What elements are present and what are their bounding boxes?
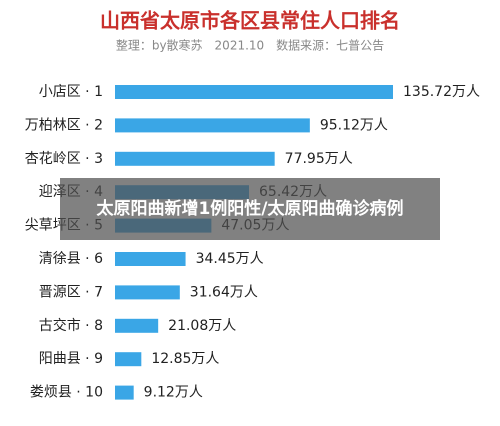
value-label: 135.72万人 <box>403 84 480 100</box>
bar <box>115 118 310 133</box>
bar <box>115 85 393 99</box>
news-banner: 太原阳曲新增1例阳性/太原阳曲确诊病例 <box>60 178 440 240</box>
bar <box>115 252 186 266</box>
banner-text: 太原阳曲新增1例阳性/太原阳曲确诊病例 <box>96 199 404 219</box>
bar <box>115 151 275 166</box>
value-label: 34.45万人 <box>196 251 264 267</box>
bar <box>115 352 142 367</box>
value-label: 21.08万人 <box>168 318 236 334</box>
chart-subtitle: 整理：by散寒苏 2021.10 数据来源：七普公告 <box>116 38 384 53</box>
value-label: 31.64万人 <box>190 284 258 300</box>
bar <box>115 385 134 400</box>
category-label: 万柏林区 · 2 <box>25 117 103 133</box>
value-label: 95.12万人 <box>320 117 388 133</box>
category-label: 清徐县 · 6 <box>39 251 103 267</box>
value-label: 12.85万人 <box>151 351 219 367</box>
value-label: 9.12万人 <box>144 385 203 401</box>
category-label: 晋源区 · 7 <box>39 284 103 300</box>
category-label: 娄烦县 · 10 <box>30 385 103 401</box>
chart-title: 山西省太原市各区县常住人口排名 <box>100 9 400 33</box>
category-label: 古交市 · 8 <box>39 317 103 334</box>
bar <box>115 318 159 333</box>
category-label: 小店区 · 1 <box>39 84 103 100</box>
value-label: 77.95万人 <box>285 151 353 167</box>
bar <box>115 285 180 300</box>
category-label: 阳曲县 · 9 <box>39 351 103 367</box>
category-label: 杏花岭区 · 3 <box>25 151 103 167</box>
